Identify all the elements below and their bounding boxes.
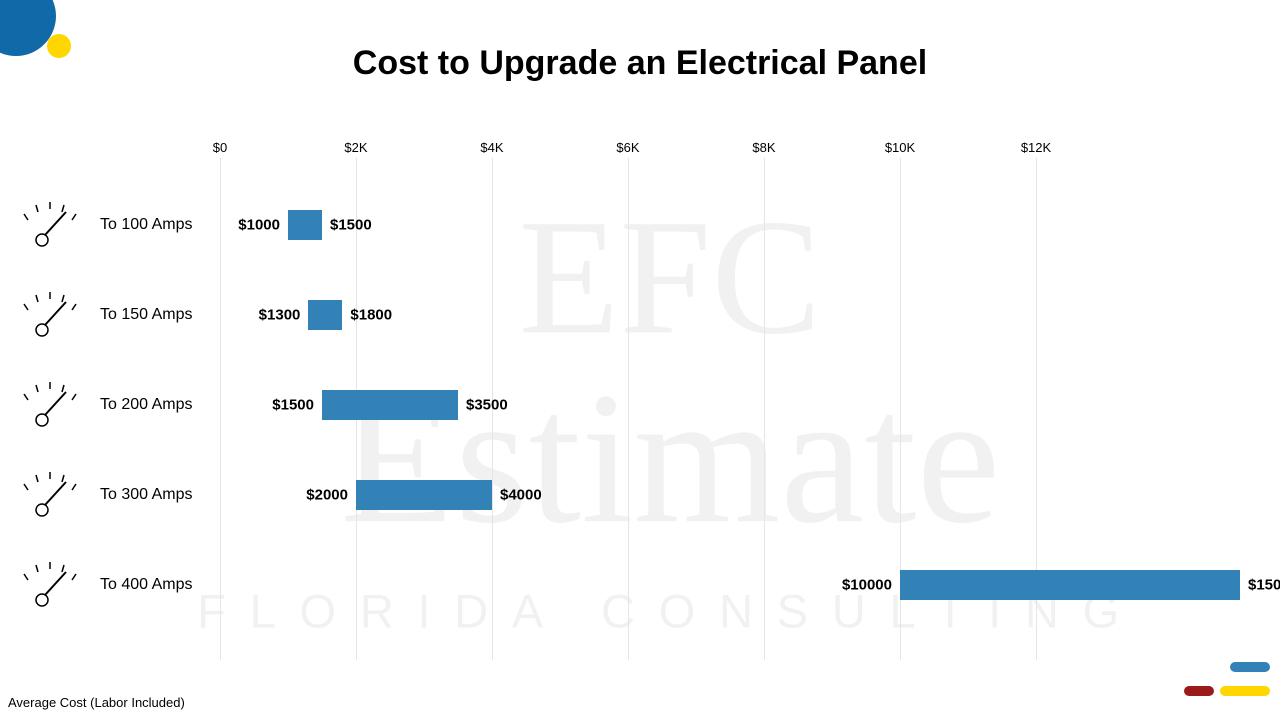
chart-row: To 400 Amps$10000$15000 xyxy=(20,540,1240,630)
decor-pill xyxy=(1220,686,1270,696)
low-value-label: $1300 xyxy=(259,307,301,324)
gauge-icon xyxy=(20,380,80,430)
decor-pill xyxy=(1230,662,1270,672)
high-value-label: $3500 xyxy=(466,397,508,414)
chart-row: To 200 Amps $1500 $3500 xyxy=(20,360,1240,450)
x-tick-label: $6K xyxy=(616,140,639,155)
gauge-icon xyxy=(20,290,80,340)
x-tick-label: $4K xyxy=(480,140,503,155)
low-value-label: $2000 xyxy=(306,487,348,504)
cost-range-chart: $0$2K$4K$6K$8K$10K$12K To 100 Amps$1000$… xyxy=(220,140,1240,660)
range-bar xyxy=(308,300,342,330)
x-tick-label: $12K xyxy=(1021,140,1051,155)
range-bar xyxy=(900,570,1240,600)
range-bar xyxy=(322,390,458,420)
low-value-label: $1500 xyxy=(272,397,314,414)
chart-row: To 100 Amps $1000 $1500 xyxy=(20,180,1240,270)
footnote: Average Cost (Labor Included) xyxy=(8,695,185,710)
gauge-icon xyxy=(20,470,80,520)
x-tick-label: $10K xyxy=(885,140,915,155)
x-tick-label: $0 xyxy=(213,140,227,155)
chart-row: To 300 Amps $2000 $4000 xyxy=(20,450,1240,540)
category-label: To 400 Amps xyxy=(100,576,193,594)
gauge-icon xyxy=(20,200,80,250)
x-tick-label: $8K xyxy=(752,140,775,155)
high-value-label: $15000 xyxy=(1248,577,1280,594)
low-value-label: $1000 xyxy=(238,217,280,234)
high-value-label: $4000 xyxy=(500,487,542,504)
gauge-icon xyxy=(20,560,80,610)
chart-row: To 150 Amps $1300 $1800 xyxy=(20,270,1240,360)
range-bar xyxy=(288,210,322,240)
low-value-label: $10000 xyxy=(842,577,892,594)
category-label: To 150 Amps xyxy=(100,306,193,324)
high-value-label: $1500 xyxy=(330,217,372,234)
decor-pills xyxy=(1178,658,1270,700)
decor-pill xyxy=(1184,686,1214,696)
high-value-label: $1800 xyxy=(350,307,392,324)
x-tick-label: $2K xyxy=(344,140,367,155)
category-label: To 300 Amps xyxy=(100,486,193,504)
category-label: To 100 Amps xyxy=(100,216,193,234)
range-bar xyxy=(356,480,492,510)
category-label: To 200 Amps xyxy=(100,396,193,414)
chart-title: Cost to Upgrade an Electrical Panel xyxy=(0,44,1280,83)
